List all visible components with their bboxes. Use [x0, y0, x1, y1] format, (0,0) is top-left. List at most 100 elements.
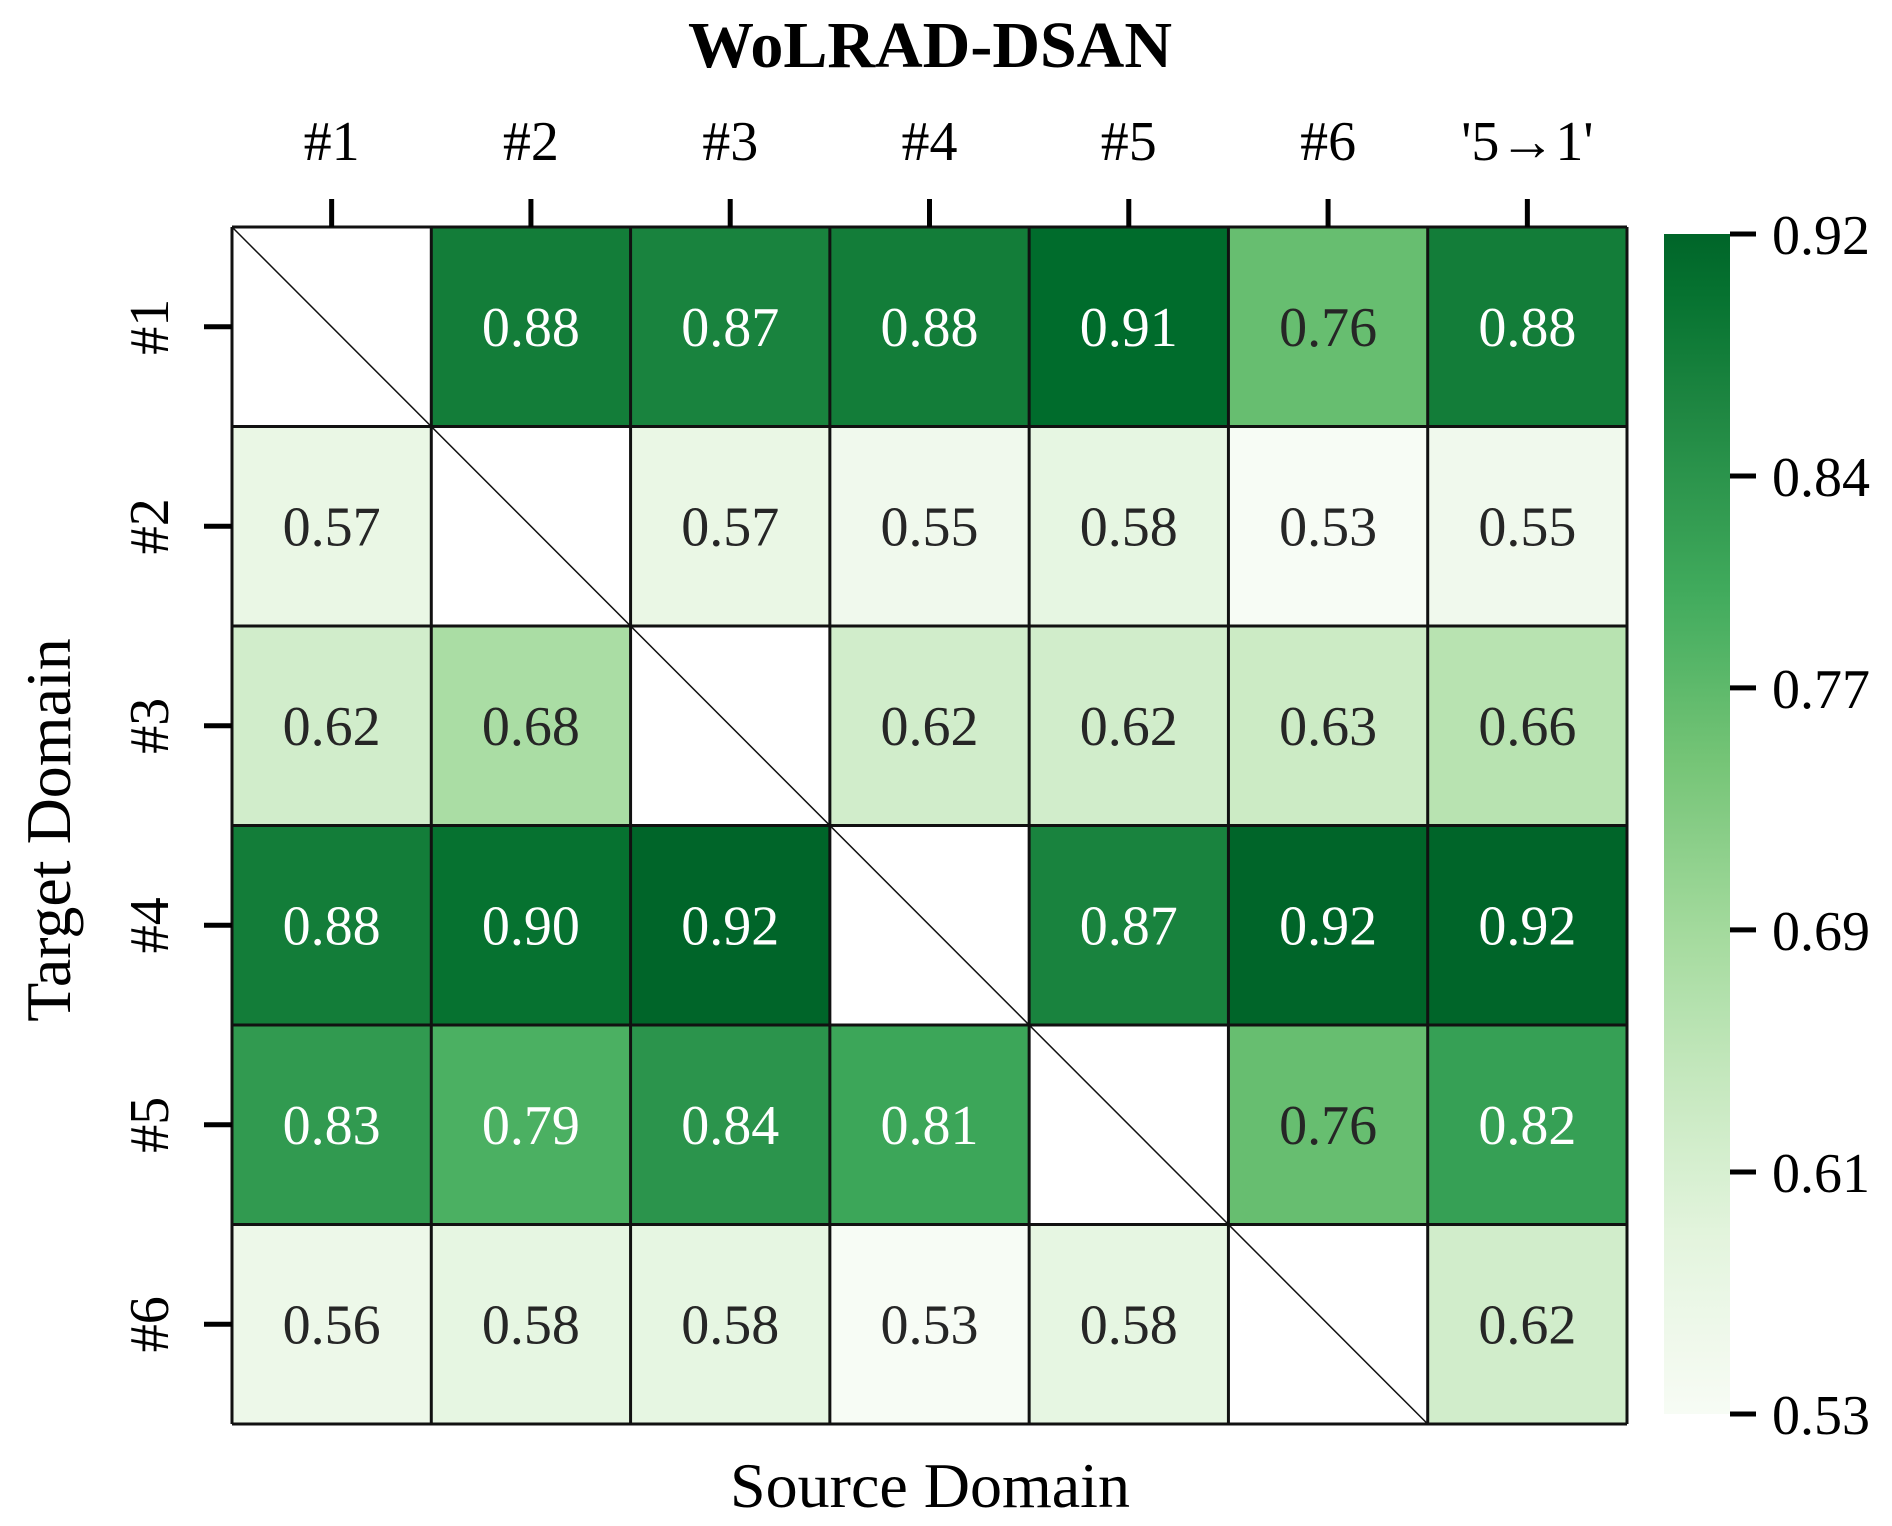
cell-value-label: 0.68: [482, 696, 580, 758]
cell-value-label: 0.92: [1478, 895, 1576, 957]
cell-value-label: 0.62: [1478, 1294, 1576, 1356]
cell-value-label: 0.88: [1478, 297, 1576, 359]
y-tick-label: #3: [119, 698, 181, 754]
colorbar: 0.53 0.61 0.69 0.77 0.84 0.92: [1664, 205, 1870, 1447]
cell-value-label: 0.88: [881, 297, 979, 359]
x-tick-label: #4: [902, 111, 958, 173]
heatmap-cell: [1427, 1025, 1627, 1225]
cell-value-label: 0.82: [1478, 1095, 1576, 1157]
cell-value-label: 0.87: [1080, 895, 1178, 957]
heatmap-cell: [829, 426, 1030, 626]
colorbar-tick-label: 0.92: [1772, 205, 1870, 267]
heatmap-cell: [1228, 825, 1428, 1025]
heatmap-cell: [1228, 426, 1428, 626]
x-tick-label: #2: [503, 111, 559, 173]
heatmap-cell: [431, 626, 631, 826]
x-tick-label: #3: [702, 111, 758, 173]
cell-value-label: 0.53: [881, 1294, 979, 1356]
heatmap-cell: [829, 1025, 1030, 1225]
cell-value-label: 0.58: [1080, 496, 1178, 558]
cell-value-label: 0.58: [482, 1294, 580, 1356]
y-axis: #1 #2 #3 #4 #5 #6: [119, 299, 232, 1352]
cell-value-label: 0.62: [881, 696, 979, 758]
colorbar-tick-label: 0.53: [1772, 1385, 1870, 1447]
heatmap-cell: [630, 1025, 830, 1225]
y-tick-label: #4: [119, 897, 181, 953]
heatmap-cell: [431, 825, 631, 1025]
y-tick-label: #1: [119, 299, 181, 355]
heatmap-cell: [232, 825, 432, 1025]
diagonal-line: [231, 226, 1429, 1425]
cell-value-label: 0.81: [881, 1095, 979, 1157]
heatmap-cell: [1427, 626, 1627, 826]
colorbar-tick-label: 0.69: [1772, 901, 1870, 963]
heatmap-cell: [1228, 626, 1428, 826]
heatmap-cells: [230, 225, 1629, 1426]
heatmap-cell: [1427, 1224, 1627, 1424]
cell-value-label: 0.92: [681, 895, 779, 957]
heatmap-cell: [1029, 426, 1229, 626]
heatmap-cell: [232, 426, 432, 626]
heatmap-cell: [1029, 825, 1229, 1025]
heatmap-cell: [829, 626, 1030, 826]
cell-value-label: 0.91: [1080, 297, 1178, 359]
y-tick-label: #2: [119, 498, 181, 554]
cell-value-label: 0.84: [681, 1095, 779, 1157]
heatmap-cell: [1228, 1025, 1428, 1225]
heatmap-cell: [232, 626, 432, 826]
cell-value-label: 0.90: [482, 895, 580, 957]
colorbar-gradient: [1664, 234, 1730, 1414]
cell-value-label: 0.79: [482, 1095, 580, 1157]
heatmap-cell: [1029, 626, 1229, 826]
cell-value-label: 0.87: [681, 297, 779, 359]
heatmap-cell: [1427, 825, 1627, 1025]
x-tick-label: #5: [1101, 111, 1157, 173]
x-axis-title: Source Domain: [730, 1450, 1130, 1521]
cell-value-label: 0.55: [1478, 496, 1576, 558]
x-axis: #1 #2 #3 #4 #5 #6 '5→1': [304, 111, 1593, 227]
heatmap-cell: [630, 227, 830, 427]
colorbar-tick-label: 0.84: [1772, 447, 1870, 509]
x-tick-label: #6: [1300, 111, 1356, 173]
x-tick-label: #1: [304, 111, 360, 173]
colorbar-tick-label: 0.61: [1772, 1143, 1870, 1205]
cell-value-label: 0.53: [1279, 496, 1377, 558]
cell-value-label: 0.58: [681, 1294, 779, 1356]
heatmap-cell: [232, 1025, 432, 1225]
heatmap-cell: [232, 1224, 432, 1424]
heatmap-cell: [630, 426, 830, 626]
heatmap-cell: [1029, 1224, 1229, 1424]
heatmap-cell: [431, 227, 631, 427]
cell-value-label: 0.62: [1080, 696, 1178, 758]
cell-value-label: 0.56: [283, 1294, 381, 1356]
cell-value-label: 0.76: [1279, 297, 1377, 359]
chart-title: WoLRAD-DSAN: [688, 9, 1172, 82]
cell-value-label: 0.66: [1478, 696, 1576, 758]
cell-value-label: 0.62: [283, 696, 381, 758]
heatmap-cell: [829, 1224, 1030, 1424]
cell-value-label: 0.76: [1279, 1095, 1377, 1157]
y-axis-title: Target Domain: [13, 638, 84, 1022]
y-tick-label: #6: [119, 1296, 181, 1352]
heatmap-cell: [1029, 227, 1229, 427]
cell-value-label: 0.58: [1080, 1294, 1178, 1356]
heatmap-cell: [1427, 227, 1627, 427]
cell-value-labels: 0.88 0.87 0.88 0.91 0.76 0.88 0.57 0.57 0.55 0.58…: [283, 297, 1577, 1357]
cell-value-label: 0.88: [482, 297, 580, 359]
heatmap-cell: [431, 1025, 631, 1225]
cell-value-label: 0.57: [283, 496, 381, 558]
x-tick-label: '5→1': [1461, 111, 1593, 173]
heatmap-cell: [630, 825, 830, 1025]
heatmap-cell: [1228, 227, 1428, 427]
heatmap-cell: [1427, 426, 1627, 626]
cell-value-label: 0.57: [681, 496, 779, 558]
y-tick-label: #5: [119, 1097, 181, 1153]
cell-value-label: 0.63: [1279, 696, 1377, 758]
cell-value-label: 0.55: [881, 496, 979, 558]
heatmap-cell: [630, 1224, 830, 1424]
cell-value-label: 0.83: [283, 1095, 381, 1157]
heatmap-cell: [829, 227, 1030, 427]
colorbar-tick-label: 0.77: [1772, 659, 1870, 721]
heatmap-cell: [431, 1224, 631, 1424]
